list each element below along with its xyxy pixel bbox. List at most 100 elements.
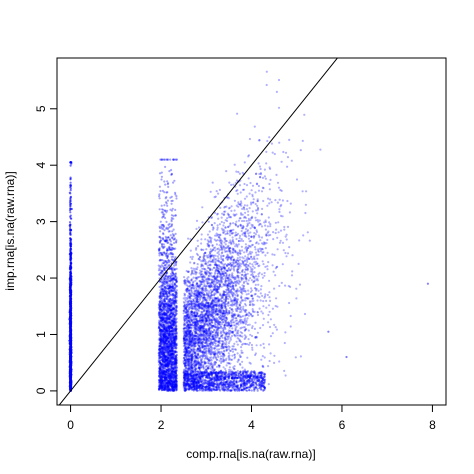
scatter-point (68, 209, 72, 212)
scatter-point (163, 158, 167, 161)
scatter-point (165, 191, 168, 194)
scatter-point (244, 323, 247, 326)
scatter-point (261, 276, 264, 279)
scatter-point (69, 334, 72, 337)
scatter-point (251, 325, 254, 328)
scatter-point (254, 191, 257, 194)
scatter-point (166, 241, 169, 244)
scatter-point (69, 184, 72, 187)
scatter-point (160, 175, 163, 178)
scatter-point (173, 385, 176, 388)
scatter-point (164, 235, 167, 238)
scatter-point (169, 375, 172, 378)
scatter-point (167, 323, 170, 326)
scatter-point (165, 297, 168, 301)
scatter-point (168, 334, 171, 337)
scatter-point (173, 283, 176, 286)
scatter-point (69, 353, 72, 356)
scatter-point (69, 298, 72, 301)
scatter-point (167, 326, 170, 329)
scatter-point (260, 236, 264, 239)
scatter-point (163, 204, 166, 207)
scatter-point (165, 251, 168, 254)
scatter-point (175, 387, 178, 390)
scatter-point (175, 366, 178, 369)
scatter-point (246, 260, 249, 263)
scatter-point (167, 336, 170, 339)
scatter-point (160, 374, 163, 377)
scatter-point (69, 198, 72, 201)
scatter-point (238, 237, 241, 240)
scatter-point (168, 375, 171, 378)
scatter-point (159, 237, 162, 240)
scatter-point (69, 204, 72, 207)
scatter-point (175, 241, 178, 244)
scatter-point (231, 345, 234, 348)
scatter-point (172, 290, 175, 293)
scatter-point (171, 297, 174, 300)
scatter-point (162, 238, 165, 241)
scatter-point (162, 332, 165, 336)
scatter-point (161, 373, 164, 376)
scatter-point (216, 255, 219, 258)
scatter-point (159, 315, 162, 319)
scatter-point (235, 220, 238, 223)
scatter-point (169, 248, 172, 251)
scatter-point (170, 303, 173, 306)
scatter-point (69, 327, 72, 330)
scatter-point (243, 204, 246, 207)
scatter-point (169, 303, 172, 306)
scatter-point (165, 352, 168, 355)
scatter-point (174, 355, 177, 358)
scatter-point (169, 240, 172, 243)
scatter-point (68, 191, 71, 194)
scatter-point (266, 293, 269, 297)
scatter-point (261, 207, 264, 210)
scatter-point (173, 267, 176, 270)
scatter-point (161, 350, 164, 353)
scatter-point (170, 309, 173, 312)
scatter-point (169, 305, 172, 308)
scatter-point (163, 348, 166, 351)
scatter-point (158, 372, 161, 375)
scatter-point (158, 304, 161, 307)
scatter-point (163, 376, 166, 379)
scatter-point (167, 369, 170, 372)
scatter-point (265, 150, 268, 153)
scatter-point (247, 232, 250, 235)
scatter-point (254, 248, 257, 251)
scatter-point (69, 186, 72, 189)
scatter-point (162, 353, 165, 356)
scatter-point (162, 158, 166, 161)
scatter-point (158, 273, 161, 276)
scatter-point (163, 298, 166, 301)
scatter-point (166, 351, 169, 354)
scatter-point (160, 382, 163, 385)
scatter-point (69, 286, 72, 289)
scatter-point (163, 324, 166, 327)
scatter-point (168, 367, 171, 370)
scatter-point (167, 387, 170, 390)
scatter-point (165, 381, 168, 384)
scatter-point (157, 312, 160, 316)
scatter-point (173, 380, 176, 383)
scatter-point (168, 279, 171, 283)
scatter-point (167, 356, 170, 359)
scatter-point (237, 170, 240, 174)
scatter-point (163, 267, 166, 270)
scatter-point (160, 362, 164, 366)
scatter-point (164, 275, 167, 278)
scatter-point (69, 381, 72, 384)
scatter-point (162, 278, 165, 281)
scatter-point (69, 161, 72, 164)
scatter-point (245, 208, 248, 211)
scatter-point (169, 343, 172, 346)
scatter-point (165, 254, 168, 258)
scatter-point (69, 189, 72, 192)
scatter-point (172, 320, 175, 323)
scatter-point (165, 388, 168, 391)
scatter-point (170, 287, 173, 290)
scatter-point (171, 364, 174, 367)
scatter-point (163, 191, 166, 194)
scatter-point (171, 314, 174, 318)
